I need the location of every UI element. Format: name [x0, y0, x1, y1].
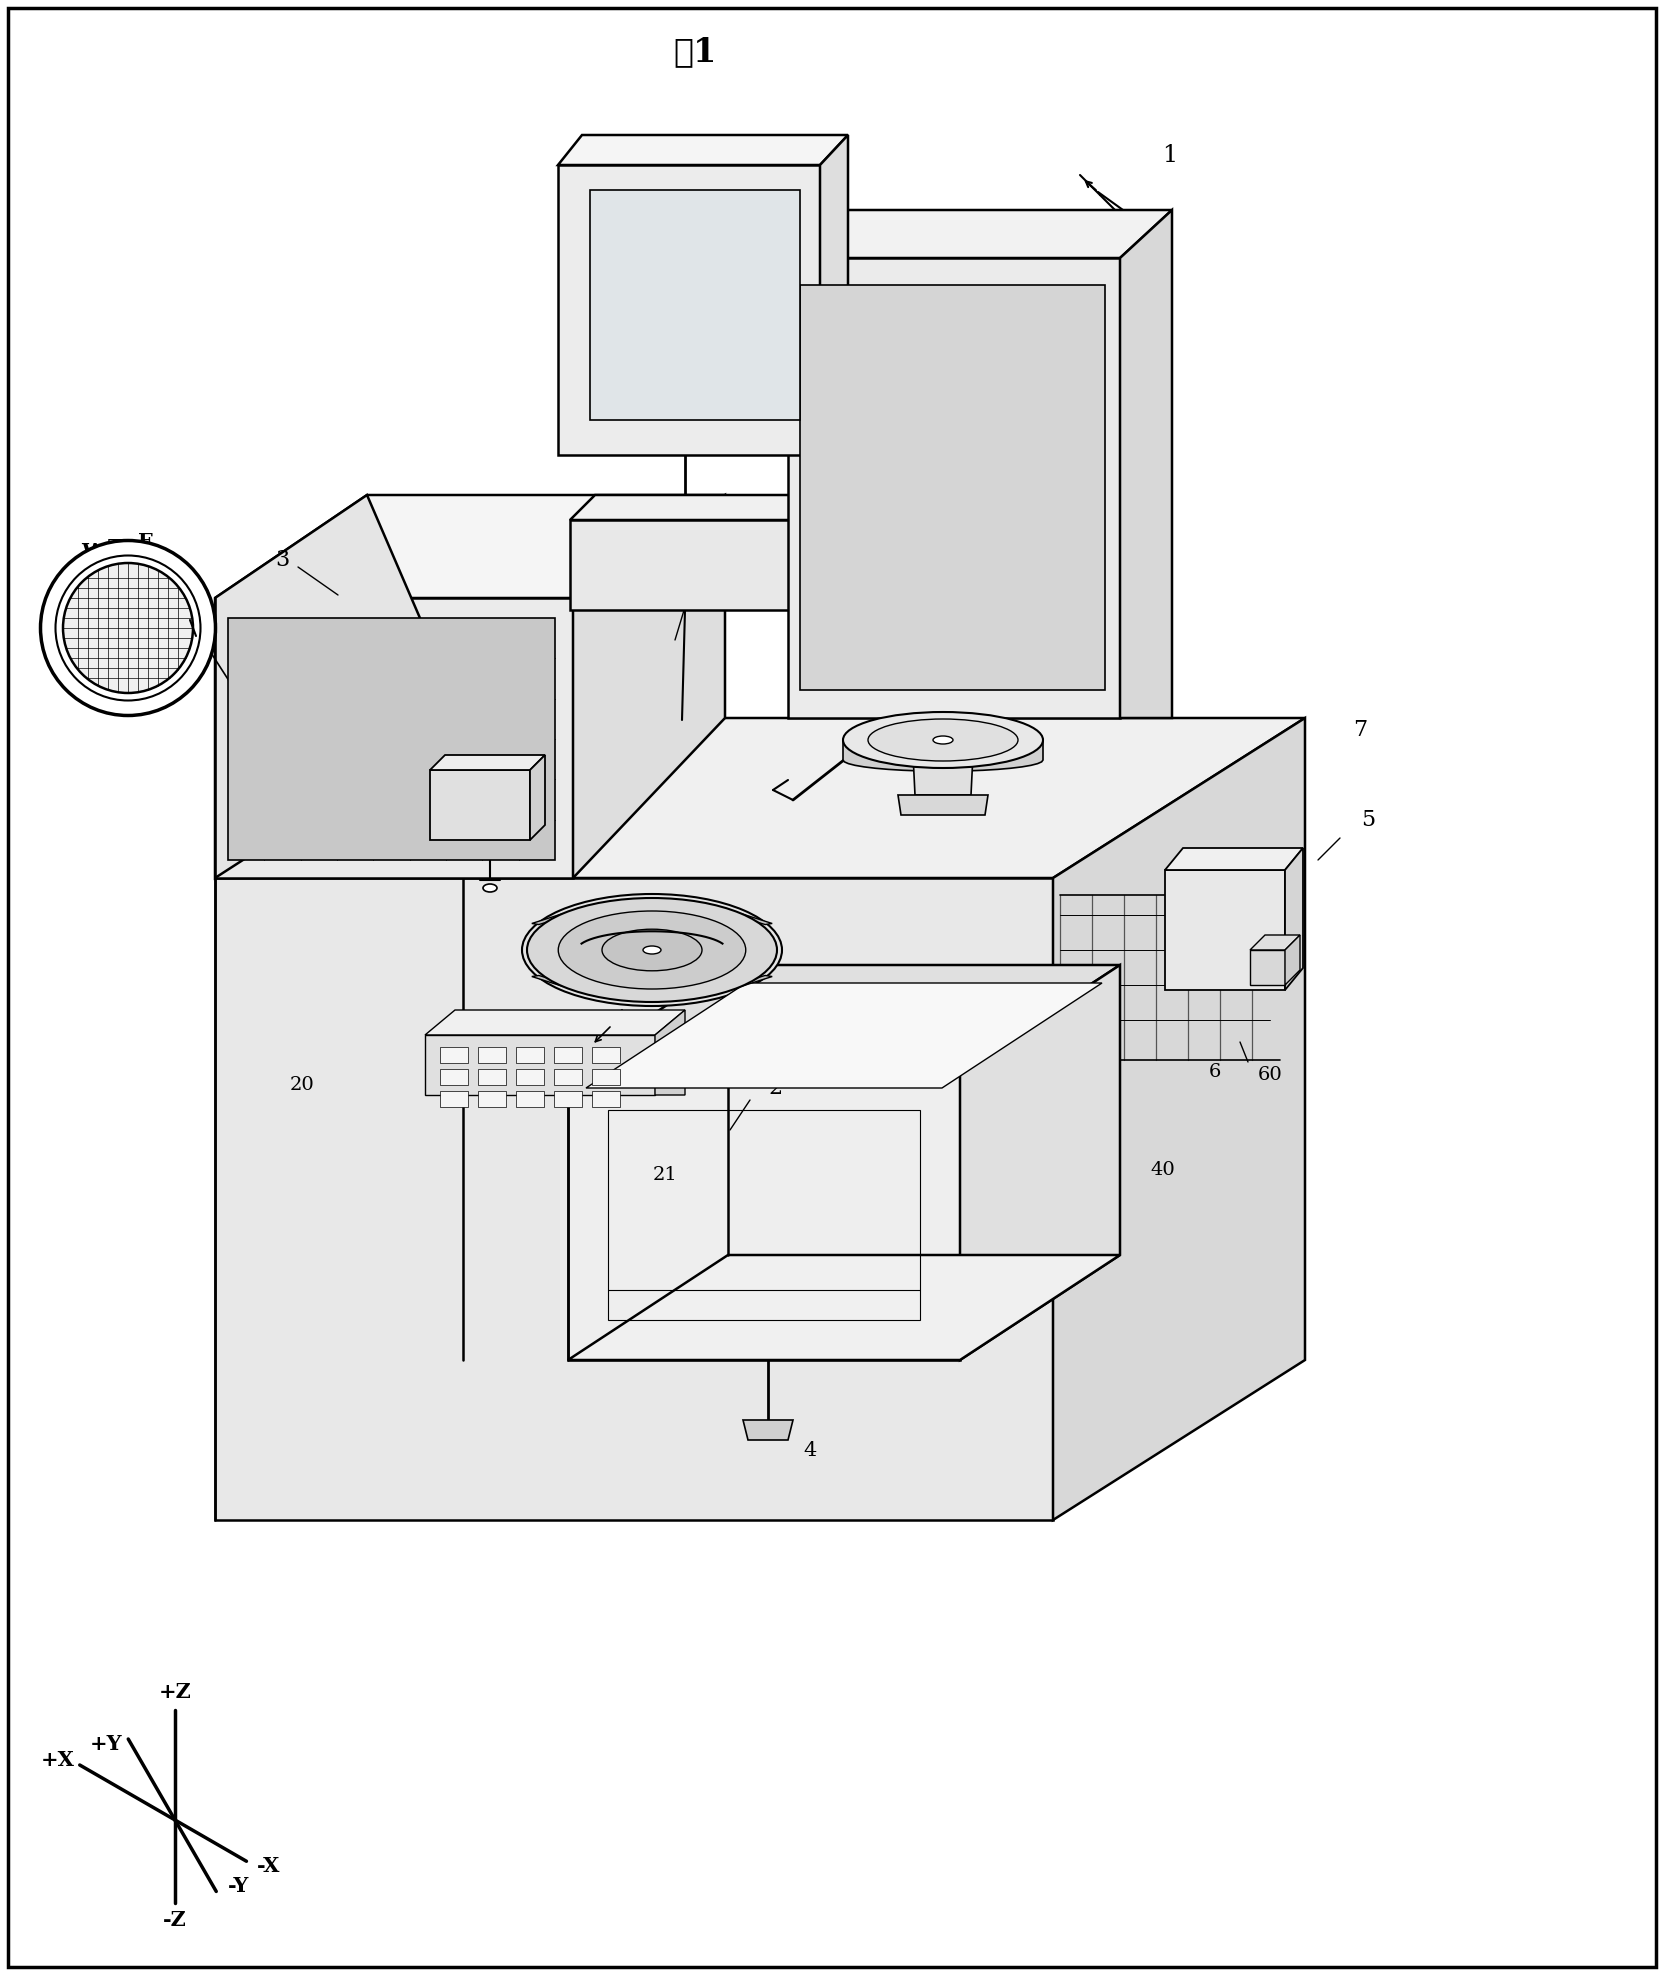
- Text: 40: 40: [1150, 1161, 1175, 1179]
- Ellipse shape: [602, 928, 702, 972]
- Polygon shape: [424, 1035, 656, 1094]
- Polygon shape: [544, 948, 657, 982]
- Ellipse shape: [522, 895, 782, 1005]
- Text: 21: 21: [652, 1165, 677, 1183]
- Polygon shape: [1165, 847, 1303, 871]
- Text: 60: 60: [1258, 1066, 1283, 1084]
- Polygon shape: [1250, 950, 1285, 986]
- Polygon shape: [554, 1047, 582, 1063]
- Ellipse shape: [934, 737, 953, 745]
- Polygon shape: [586, 984, 1102, 1088]
- Polygon shape: [439, 1090, 468, 1108]
- Polygon shape: [656, 1009, 686, 1094]
- Ellipse shape: [844, 713, 1043, 768]
- Polygon shape: [960, 966, 1120, 1361]
- Polygon shape: [567, 966, 1120, 1070]
- Text: 4: 4: [804, 1440, 817, 1460]
- Polygon shape: [215, 496, 726, 598]
- Ellipse shape: [483, 885, 498, 893]
- Ellipse shape: [40, 541, 216, 715]
- Polygon shape: [554, 1090, 582, 1108]
- Polygon shape: [557, 134, 849, 166]
- Polygon shape: [1285, 934, 1300, 986]
- Polygon shape: [737, 914, 772, 924]
- Ellipse shape: [869, 719, 1018, 760]
- Polygon shape: [800, 284, 1105, 689]
- Polygon shape: [567, 1254, 1120, 1361]
- Polygon shape: [646, 918, 759, 952]
- Ellipse shape: [527, 899, 777, 1001]
- Polygon shape: [516, 1068, 544, 1084]
- Polygon shape: [429, 770, 531, 839]
- Polygon shape: [424, 1009, 686, 1035]
- Text: +Y: +Y: [90, 1734, 123, 1754]
- Polygon shape: [789, 209, 1171, 259]
- Polygon shape: [1053, 719, 1305, 1521]
- Polygon shape: [439, 1047, 468, 1063]
- Polygon shape: [531, 754, 546, 839]
- Polygon shape: [478, 1068, 506, 1084]
- Polygon shape: [789, 259, 1120, 719]
- Text: 图1: 图1: [674, 36, 717, 69]
- Polygon shape: [899, 796, 988, 816]
- Text: 80: 80: [579, 914, 604, 932]
- Polygon shape: [228, 618, 556, 859]
- Polygon shape: [1250, 934, 1300, 950]
- Polygon shape: [914, 754, 973, 796]
- Polygon shape: [571, 496, 825, 519]
- Ellipse shape: [63, 563, 193, 693]
- Polygon shape: [592, 1090, 621, 1108]
- Text: F: F: [138, 531, 153, 551]
- Text: 5: 5: [1361, 810, 1374, 831]
- Text: W: W: [82, 541, 105, 563]
- Polygon shape: [591, 190, 800, 421]
- Polygon shape: [544, 918, 657, 952]
- Polygon shape: [737, 976, 772, 986]
- Polygon shape: [215, 598, 572, 879]
- Polygon shape: [215, 719, 1305, 879]
- Text: +Z: +Z: [158, 1683, 191, 1702]
- Polygon shape: [439, 1068, 468, 1084]
- Polygon shape: [646, 948, 759, 982]
- Polygon shape: [532, 976, 567, 986]
- Text: -Z: -Z: [163, 1910, 186, 1930]
- Ellipse shape: [557, 910, 745, 989]
- Ellipse shape: [55, 555, 200, 701]
- Text: 8: 8: [676, 559, 689, 581]
- Polygon shape: [567, 1070, 960, 1361]
- Text: 1: 1: [1163, 144, 1178, 166]
- Polygon shape: [571, 519, 800, 610]
- Polygon shape: [592, 1047, 621, 1063]
- Polygon shape: [1165, 871, 1285, 989]
- Polygon shape: [215, 496, 463, 879]
- Polygon shape: [820, 134, 849, 454]
- Polygon shape: [844, 729, 1043, 770]
- Polygon shape: [744, 1420, 794, 1440]
- Text: 2: 2: [769, 1076, 782, 1098]
- Polygon shape: [554, 1068, 582, 1084]
- Polygon shape: [800, 496, 825, 610]
- Polygon shape: [215, 879, 1053, 1521]
- Text: 7: 7: [1353, 719, 1368, 741]
- Text: 3: 3: [275, 549, 290, 571]
- Text: 20: 20: [290, 1076, 314, 1094]
- Polygon shape: [429, 754, 546, 770]
- Text: -Y: -Y: [228, 1876, 250, 1896]
- Text: -X: -X: [256, 1856, 280, 1876]
- Polygon shape: [516, 1090, 544, 1108]
- Text: T: T: [108, 537, 123, 559]
- Polygon shape: [557, 166, 820, 454]
- Polygon shape: [1120, 209, 1171, 719]
- Polygon shape: [478, 1090, 506, 1108]
- Ellipse shape: [642, 946, 661, 954]
- Polygon shape: [1285, 847, 1303, 989]
- Polygon shape: [572, 496, 726, 879]
- Text: +X: +X: [40, 1750, 75, 1770]
- Polygon shape: [532, 914, 567, 924]
- Polygon shape: [478, 1047, 506, 1063]
- Text: 6: 6: [1208, 1063, 1221, 1080]
- Polygon shape: [592, 1068, 621, 1084]
- Polygon shape: [516, 1047, 544, 1063]
